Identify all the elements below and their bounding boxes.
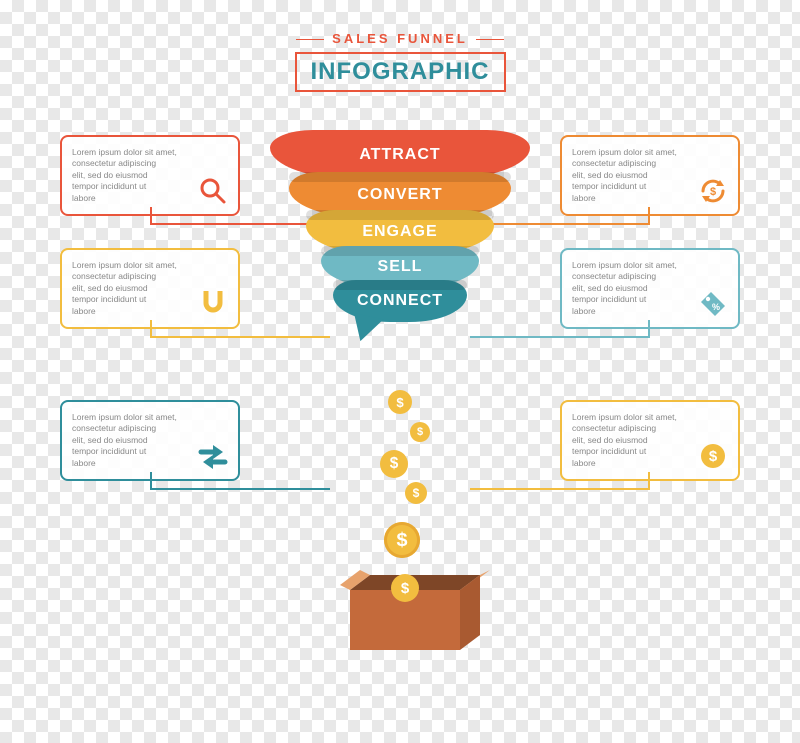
callout-line: elit, sed do eiusmod (572, 283, 692, 294)
callout-text: Lorem ipsum dolor sit amet,consectetur a… (572, 147, 692, 204)
connect-callout: Lorem ipsum dolor sit amet,consectetur a… (60, 400, 240, 481)
funnel-stage-label: SELL (378, 258, 423, 276)
connector (470, 472, 650, 490)
callout-text: Lorem ipsum dolor sit amet,consectetur a… (72, 260, 192, 317)
connector (150, 207, 330, 225)
arrows-swap-icon (196, 439, 230, 473)
funnel-stage-label: ATTRACT (359, 146, 440, 164)
funnel-tail (349, 313, 384, 345)
coin-icon: $ (388, 390, 412, 414)
callout-line: elit, sed do eiusmod (72, 283, 192, 294)
infographic-canvas: SALES FUNNEL INFOGRAPHIC ATTRACT CONVERT E… (60, 30, 740, 710)
convert-callout: Lorem ipsum dolor sit amet,consectetur a… (560, 135, 740, 216)
price-tag-icon: % (696, 287, 730, 321)
coin-icon: $ (380, 450, 408, 478)
callout-line: consectetur adipiscing (72, 423, 192, 434)
svg-text:%: % (712, 302, 720, 312)
coin-icon: $ (384, 522, 420, 558)
callout-line: labore (72, 458, 192, 469)
callout-line: Lorem ipsum dolor sit amet, (572, 147, 692, 158)
connector (150, 472, 330, 490)
callout-line: Lorem ipsum dolor sit amet, (72, 412, 192, 423)
callout-line: elit, sed do eiusmod (572, 170, 692, 181)
callout-line: labore (572, 458, 692, 469)
callout-line: consectetur adipiscing (72, 271, 192, 282)
callout-line: tempor incididunt ut (72, 446, 192, 457)
connector (470, 320, 650, 338)
callout-text: Lorem ipsum dolor sit amet,consectetur a… (572, 412, 692, 469)
funnel-stage-connect: CONNECT (333, 280, 467, 322)
callout-text: Lorem ipsum dolor sit amet,consectetur a… (572, 260, 692, 317)
callout-text: Lorem ipsum dolor sit amet,consectetur a… (72, 412, 192, 469)
callout-line: tempor incididunt ut (572, 181, 692, 192)
svg-text:$: $ (709, 448, 718, 465)
callout-line: consectetur adipiscing (572, 271, 692, 282)
callout-text: Lorem ipsum dolor sit amet,consectetur a… (72, 147, 192, 204)
callout-line: Lorem ipsum dolor sit amet, (72, 147, 192, 158)
callout-line: Lorem ipsum dolor sit amet, (72, 260, 192, 271)
coin-dollar-icon: $ (696, 439, 730, 473)
coin-icon: $ (410, 422, 430, 442)
magnifier-icon (196, 174, 230, 208)
funnel-stage-label: CONNECT (357, 292, 443, 310)
callout-line: elit, sed do eiusmod (72, 170, 192, 181)
engage-callout: Lorem ipsum dolor sit amet,consectetur a… (60, 248, 240, 329)
attract-callout: Lorem ipsum dolor sit amet,consectetur a… (60, 135, 240, 216)
result-callout: Lorem ipsum dolor sit amet,consectetur a… (560, 400, 740, 481)
callout-line: elit, sed do eiusmod (72, 435, 192, 446)
collection-box: $ (340, 570, 470, 660)
title-frame: INFOGRAPHIC (295, 52, 506, 92)
callout-line: consectetur adipiscing (572, 158, 692, 169)
connector (470, 207, 650, 225)
callout-line: elit, sed do eiusmod (572, 435, 692, 446)
callout-line: tempor incididunt ut (572, 446, 692, 457)
funnel-stage-label: ENGAGE (362, 223, 437, 241)
callout-line: tempor incididunt ut (72, 181, 192, 192)
callout-line: labore (72, 306, 192, 317)
callout-line: consectetur adipiscing (572, 423, 692, 434)
refresh-dollar-icon: $ (696, 174, 730, 208)
callout-line: tempor incididunt ut (572, 294, 692, 305)
magnet-icon (196, 287, 230, 321)
funnel-stage-label: CONVERT (357, 186, 442, 204)
title-small: SALES FUNNEL (332, 31, 468, 46)
coin-icon: $ (405, 482, 427, 504)
svg-text:$: $ (401, 580, 410, 597)
callout-line: consectetur adipiscing (72, 158, 192, 169)
funnel: ATTRACT CONVERT ENGAGE SELL CONNECT (270, 130, 530, 322)
title-block: SALES FUNNEL INFOGRAPHIC (275, 30, 525, 92)
callout-line: labore (572, 306, 692, 317)
title-big: INFOGRAPHIC (311, 58, 490, 85)
svg-text:$: $ (710, 186, 716, 198)
callout-line: labore (72, 193, 192, 204)
callout-line: tempor incididunt ut (72, 294, 192, 305)
callout-line: Lorem ipsum dolor sit amet, (572, 412, 692, 423)
callout-line: labore (572, 193, 692, 204)
callout-line: Lorem ipsum dolor sit amet, (572, 260, 692, 271)
sell-callout: Lorem ipsum dolor sit amet,consectetur a… (560, 248, 740, 329)
connector (150, 320, 330, 338)
